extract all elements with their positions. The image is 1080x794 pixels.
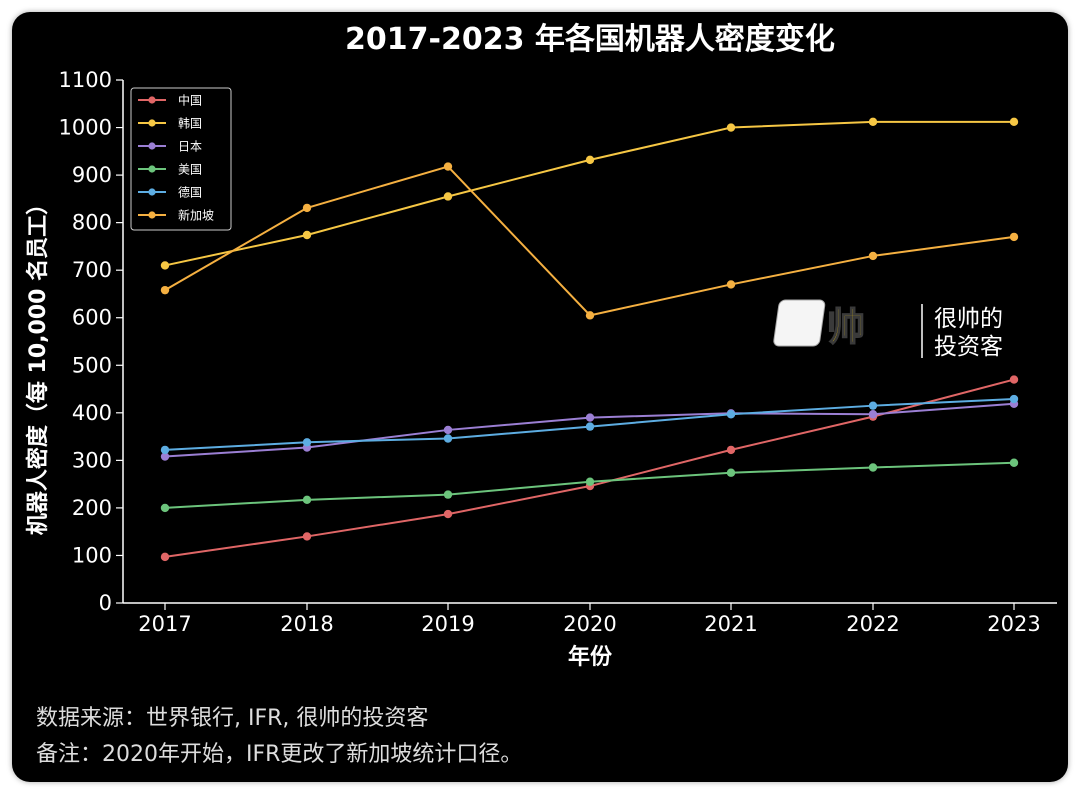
data-point xyxy=(585,155,595,165)
x-axis-label: 年份 xyxy=(568,644,613,670)
data-point xyxy=(302,532,312,541)
y-tick-label: 600 xyxy=(72,306,112,330)
series-5 xyxy=(160,394,1019,455)
y-tick-label: 700 xyxy=(72,258,112,282)
data-point xyxy=(868,117,878,127)
y-tick-label: 500 xyxy=(72,353,112,377)
x-tick-label: 2020 xyxy=(563,612,616,636)
legend-swatch-marker xyxy=(148,119,156,127)
data-point xyxy=(160,452,170,461)
y-tick-label: 200 xyxy=(72,496,112,520)
series-1 xyxy=(160,375,1019,562)
data-point xyxy=(443,490,453,499)
legend-label: 中国 xyxy=(178,93,202,108)
watermark-logo: 帅 xyxy=(773,299,866,350)
data-point xyxy=(1009,394,1019,404)
legend-label: 日本 xyxy=(178,140,202,154)
x-tick-label: 2021 xyxy=(704,612,757,636)
data-point xyxy=(443,425,453,435)
x-axis-ticks: 2017 2018 2019 2020 2021 2022 2023 xyxy=(138,603,1041,636)
series-6 xyxy=(160,162,1019,320)
data-point xyxy=(585,413,595,422)
series-layer xyxy=(160,117,1019,562)
y-tick-label: 1000 xyxy=(59,116,112,140)
y-tick-label: 1100 xyxy=(59,68,112,92)
legend-item: 德国 xyxy=(138,185,202,200)
legend-swatch-marker xyxy=(148,96,156,104)
series-2 xyxy=(160,117,1019,270)
watermark-line1: 很帅的 xyxy=(934,306,1003,332)
watermark-logo-badge xyxy=(773,299,826,347)
y-tick-label: 800 xyxy=(72,211,112,235)
y-tick-label: 300 xyxy=(72,448,112,472)
chart-title: 2017-2023 年各国机器人密度变化 xyxy=(345,22,835,57)
data-point xyxy=(726,445,736,455)
series-line xyxy=(164,120,1014,267)
data-point xyxy=(726,468,736,477)
y-tick-label: 400 xyxy=(72,401,112,425)
data-point xyxy=(726,123,736,132)
data-point xyxy=(302,230,312,240)
data-point xyxy=(868,463,878,472)
watermark-logo-glyph: 帅 xyxy=(827,305,865,349)
series-line xyxy=(164,378,1015,558)
x-tick-label: 2023 xyxy=(987,612,1040,636)
x-tick-label: 2022 xyxy=(846,612,899,636)
legend-swatch-marker xyxy=(148,211,156,219)
data-point xyxy=(868,410,878,419)
data-point xyxy=(1009,232,1019,242)
x-tick-label: 2018 xyxy=(280,612,333,636)
line-chart: 2017-2023 年各国机器人密度变化 0 100 200 300 400 500 600… xyxy=(25,22,1057,767)
legend-item: 中国 xyxy=(138,93,202,108)
legend-swatch-marker xyxy=(148,142,156,150)
data-point xyxy=(160,552,170,562)
legend-item: 韩国 xyxy=(138,116,202,131)
data-point xyxy=(302,438,312,447)
x-tick-label: 2019 xyxy=(421,612,474,636)
y-tick-label: 0 xyxy=(99,591,112,615)
legend-swatch-marker xyxy=(148,188,156,196)
data-point xyxy=(302,495,312,505)
data-point xyxy=(868,401,878,410)
legend-label: 美国 xyxy=(178,163,202,177)
data-point xyxy=(585,422,595,431)
data-point xyxy=(443,509,453,519)
data-point xyxy=(1009,375,1019,384)
y-tick-label: 900 xyxy=(72,163,112,187)
data-point xyxy=(160,285,170,295)
data-point xyxy=(443,162,453,171)
data-point xyxy=(160,445,170,455)
legend-label: 德国 xyxy=(178,185,202,200)
y-tick-label: 100 xyxy=(72,543,112,567)
legend-label: 新加坡 xyxy=(178,208,214,223)
data-point xyxy=(1009,117,1019,127)
data-point xyxy=(443,192,453,201)
y-axis-label: 机器人密度（每 10,000 名员工） xyxy=(25,193,51,535)
data-point xyxy=(302,203,312,213)
data-point xyxy=(726,410,736,419)
series-4 xyxy=(160,458,1019,513)
source-note: 数据来源：世界银行, IFR, 很帅的投资客 xyxy=(36,706,428,731)
data-point xyxy=(160,503,170,513)
legend-item: 美国 xyxy=(138,163,202,177)
watermark-line2: 投资客 xyxy=(934,334,1003,360)
y-axis-ticks: 0 100 200 300 400 500 600 700 800 900 1000 1100 xyxy=(59,68,123,615)
legend-item: 新加坡 xyxy=(138,208,214,223)
data-point xyxy=(726,280,736,289)
x-tick-label: 2017 xyxy=(138,612,191,636)
watermark: 帅 很帅的 投资客 xyxy=(773,299,1003,360)
series-line xyxy=(164,165,1015,317)
data-point xyxy=(443,434,453,443)
remark-note: 备注：2020年开始，IFR更改了新加坡统计口径。 xyxy=(36,742,522,767)
legend-label: 韩国 xyxy=(178,116,202,131)
data-point xyxy=(868,251,878,261)
data-point xyxy=(585,311,595,320)
data-point xyxy=(1009,458,1019,467)
data-point xyxy=(160,261,170,270)
data-point xyxy=(585,477,595,486)
legend-swatch-marker xyxy=(148,165,156,173)
chart-card: 2017-2023 年各国机器人密度变化 0 100 200 300 400 500 600… xyxy=(12,12,1068,782)
legend-item: 日本 xyxy=(138,140,202,154)
